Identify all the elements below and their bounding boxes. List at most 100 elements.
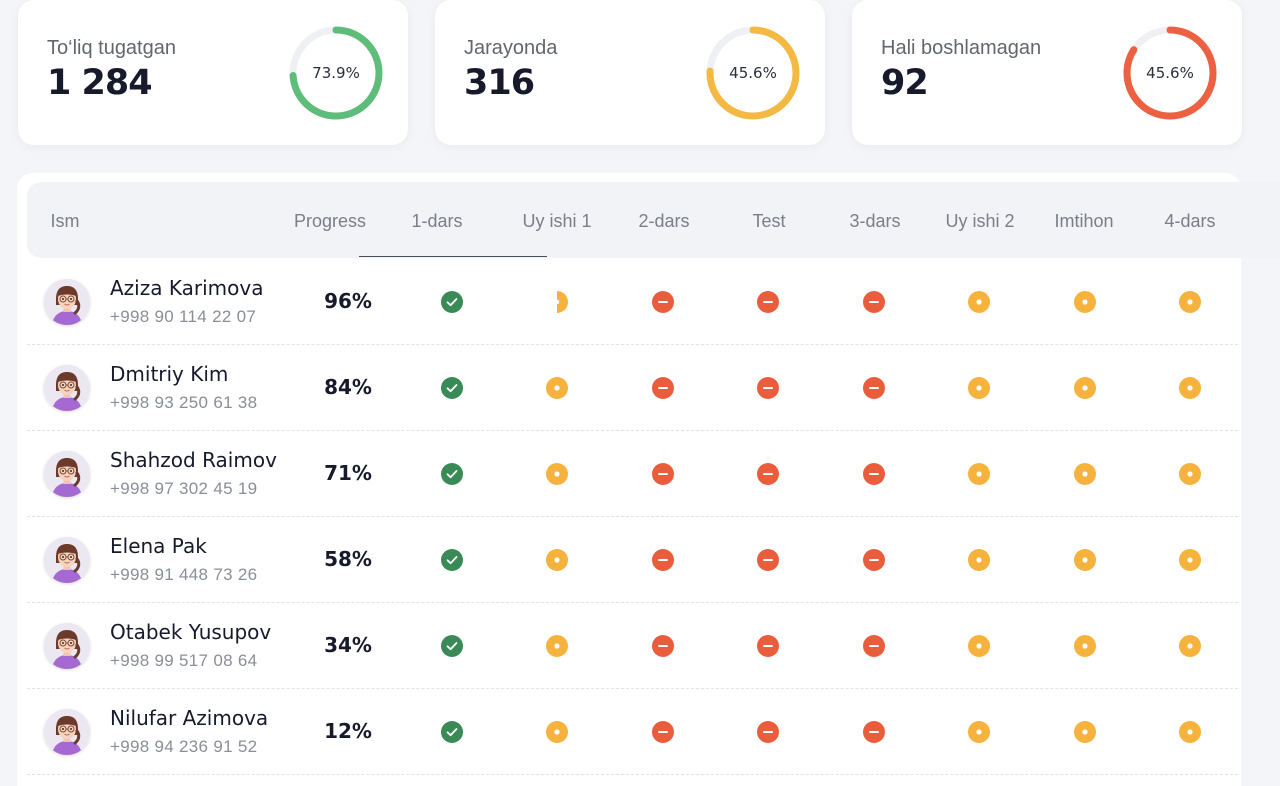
status-blocked-icon[interactable] <box>757 635 779 657</box>
student-name[interactable]: Dmitriy Kim <box>110 362 229 386</box>
column-header-lesson-3[interactable]: 3-dars <box>849 211 901 231</box>
status-pending-icon[interactable] <box>1074 721 1096 743</box>
student-phone: +998 91 448 73 26 <box>110 565 258 584</box>
row-divider <box>27 688 1238 689</box>
stat-card-completed: To‘liq tugatgan 1 284 73.9% <box>18 0 408 145</box>
student-phone: +998 99 517 08 64 <box>110 651 258 670</box>
stat-label: Jarayonda <box>464 37 558 59</box>
status-pending-icon[interactable] <box>1179 549 1201 571</box>
status-blocked-icon[interactable] <box>863 291 885 313</box>
status-blocked-icon[interactable] <box>757 549 779 571</box>
column-header-lesson-4[interactable]: 4-dars <box>1164 211 1216 231</box>
student-progress: 58% <box>324 547 372 571</box>
status-blocked-icon[interactable] <box>757 721 779 743</box>
status-blocked-icon[interactable] <box>652 721 674 743</box>
student-name[interactable]: Nilufar Azimova <box>110 706 269 730</box>
status-pending-icon[interactable] <box>968 463 990 485</box>
status-pending-icon[interactable] <box>1179 721 1201 743</box>
table-header: Ism Progress 1-dars Uy ishi 1 2-dars Tes… <box>27 182 1280 258</box>
status-pending-icon[interactable] <box>968 291 990 313</box>
status-pending-icon[interactable] <box>1179 377 1201 399</box>
table-row[interactable]: Otabek Yusupov +998 99 517 08 64 34% <box>27 603 1238 689</box>
student-name[interactable]: Shahzod Raimov <box>110 448 277 472</box>
status-pending-icon[interactable] <box>1074 377 1096 399</box>
status-pending-icon[interactable] <box>968 721 990 743</box>
stat-card-not-started: Hali boshlamagan 92 45.6% <box>852 0 1242 145</box>
student-phone: +998 97 302 45 19 <box>110 479 258 498</box>
status-pending-icon[interactable] <box>1179 635 1201 657</box>
status-pending-icon[interactable] <box>546 463 568 485</box>
table-row[interactable]: Dmitriy Kim +998 93 250 61 38 84% <box>27 345 1238 431</box>
status-pending-icon[interactable] <box>546 377 568 399</box>
table-row[interactable]: Shahzod Raimov +998 97 302 45 19 71% <box>27 431 1238 517</box>
status-done-icon[interactable] <box>441 635 463 657</box>
progress-ring: 45.6% <box>1121 24 1219 122</box>
status-pending-icon[interactable] <box>968 549 990 571</box>
avatar <box>44 451 90 497</box>
status-half-icon[interactable] <box>546 291 568 313</box>
status-blocked-icon[interactable] <box>757 291 779 313</box>
student-phone: +998 90 114 22 07 <box>110 307 257 326</box>
status-done-icon[interactable] <box>441 549 463 571</box>
status-done-icon[interactable] <box>441 377 463 399</box>
status-blocked-icon[interactable] <box>652 549 674 571</box>
table-row[interactable]: Elena Pak +998 91 448 73 26 58% <box>27 517 1238 603</box>
student-name[interactable]: Otabek Yusupov <box>110 620 272 644</box>
stat-value: 316 <box>464 63 535 103</box>
status-pending-icon[interactable] <box>546 635 568 657</box>
student-progress: 84% <box>324 375 372 399</box>
column-header-lesson-2[interactable]: 2-dars <box>638 211 690 231</box>
stat-label: Hali boshlamagan <box>881 37 1042 59</box>
student-progress: 96% <box>324 289 372 313</box>
status-pending-icon[interactable] <box>1074 635 1096 657</box>
status-blocked-icon[interactable] <box>652 635 674 657</box>
status-blocked-icon[interactable] <box>863 721 885 743</box>
column-header-lesson-1[interactable]: 1-dars <box>411 211 463 231</box>
table-row[interactable]: Aziza Karimova +998 90 114 22 07 96% <box>27 259 1238 345</box>
avatar <box>44 365 90 411</box>
progress-ring: 45.6% <box>704 24 802 122</box>
status-done-icon[interactable] <box>441 291 463 313</box>
student-progress: 12% <box>324 719 372 743</box>
status-done-icon[interactable] <box>441 463 463 485</box>
status-pending-icon[interactable] <box>546 721 568 743</box>
status-pending-icon[interactable] <box>1074 549 1096 571</box>
status-blocked-icon[interactable] <box>863 377 885 399</box>
status-pending-icon[interactable] <box>968 635 990 657</box>
status-pending-icon[interactable] <box>546 549 568 571</box>
ring-percent: 73.9% <box>312 64 360 82</box>
student-name[interactable]: Elena Pak <box>110 534 207 558</box>
status-pending-icon[interactable] <box>1074 463 1096 485</box>
stat-card-in-progress: Jarayonda 316 45.6% <box>435 0 825 145</box>
row-divider <box>27 602 1238 603</box>
ring-percent: 45.6% <box>1146 64 1194 82</box>
student-progress: 71% <box>324 461 372 485</box>
column-header-homework-1[interactable]: Uy ishi 1 <box>522 211 592 231</box>
status-blocked-icon[interactable] <box>757 377 779 399</box>
column-header-name[interactable]: Ism <box>50 211 80 231</box>
status-blocked-icon[interactable] <box>863 549 885 571</box>
status-blocked-icon[interactable] <box>652 463 674 485</box>
status-blocked-icon[interactable] <box>757 463 779 485</box>
student-phone: +998 93 250 61 38 <box>110 393 258 412</box>
status-blocked-icon[interactable] <box>863 635 885 657</box>
table-row[interactable]: Nilufar Azimova +998 94 236 91 52 12% <box>27 689 1238 775</box>
row-divider <box>27 516 1238 517</box>
status-done-icon[interactable] <box>441 721 463 743</box>
student-name[interactable]: Aziza Karimova <box>110 276 264 300</box>
column-header-homework-2[interactable]: Uy ishi 2 <box>945 211 1015 231</box>
status-pending-icon[interactable] <box>1179 291 1201 313</box>
active-column-indicator <box>359 256 547 257</box>
column-header-test[interactable]: Test <box>752 211 786 231</box>
status-blocked-icon[interactable] <box>863 463 885 485</box>
row-divider <box>27 344 1238 345</box>
column-header-progress[interactable]: Progress <box>293 211 367 231</box>
avatar <box>44 623 90 669</box>
avatar <box>44 709 90 755</box>
status-blocked-icon[interactable] <box>652 291 674 313</box>
status-blocked-icon[interactable] <box>652 377 674 399</box>
status-pending-icon[interactable] <box>1074 291 1096 313</box>
status-pending-icon[interactable] <box>1179 463 1201 485</box>
status-pending-icon[interactable] <box>968 377 990 399</box>
column-header-exam[interactable]: Imtihon <box>1054 211 1114 231</box>
